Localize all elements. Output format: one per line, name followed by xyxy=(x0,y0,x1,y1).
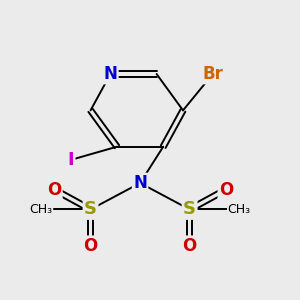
Text: O: O xyxy=(47,181,62,199)
Text: N: N xyxy=(133,174,147,192)
Text: S: S xyxy=(183,200,196,218)
Text: O: O xyxy=(219,181,233,199)
Text: Br: Br xyxy=(202,65,223,83)
Text: I: I xyxy=(68,151,74,169)
Text: S: S xyxy=(84,200,97,218)
Text: O: O xyxy=(83,237,98,255)
Text: O: O xyxy=(182,237,197,255)
Text: N: N xyxy=(103,65,117,83)
Text: CH₃: CH₃ xyxy=(228,203,251,216)
Text: CH₃: CH₃ xyxy=(29,203,52,216)
